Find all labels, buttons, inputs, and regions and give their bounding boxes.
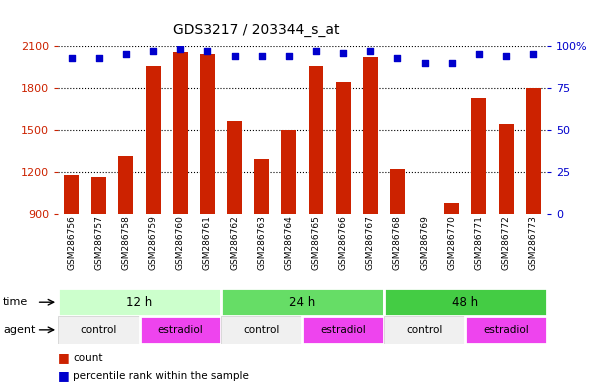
Point xyxy=(311,48,321,54)
Text: ■: ■ xyxy=(58,351,70,364)
Bar xyxy=(499,124,514,214)
Bar xyxy=(64,175,79,214)
Point xyxy=(420,60,430,66)
Point xyxy=(230,53,240,59)
Bar xyxy=(227,121,242,214)
Bar xyxy=(145,66,161,214)
Text: estradiol: estradiol xyxy=(483,325,529,335)
Bar xyxy=(58,288,221,316)
Bar xyxy=(363,57,378,214)
Bar xyxy=(282,130,296,214)
Point xyxy=(67,55,76,61)
Text: 24 h: 24 h xyxy=(290,296,315,309)
Bar xyxy=(221,288,384,316)
Point xyxy=(393,55,403,61)
Point xyxy=(202,48,212,54)
Point xyxy=(529,51,538,58)
Bar xyxy=(302,316,384,344)
Bar xyxy=(472,98,486,214)
Point xyxy=(284,53,294,59)
Point xyxy=(257,53,266,59)
Point xyxy=(501,53,511,59)
Bar xyxy=(417,214,432,218)
Bar xyxy=(309,66,323,214)
Text: ■: ■ xyxy=(58,369,70,382)
Text: control: control xyxy=(244,325,280,335)
Bar xyxy=(466,316,547,344)
Bar xyxy=(390,169,405,214)
Text: estradiol: estradiol xyxy=(320,325,366,335)
Bar xyxy=(444,203,459,214)
Point xyxy=(121,51,131,58)
Bar xyxy=(139,316,221,344)
Text: control: control xyxy=(81,325,117,335)
Text: 12 h: 12 h xyxy=(126,296,153,309)
Point xyxy=(474,51,484,58)
Point xyxy=(94,55,104,61)
Text: agent: agent xyxy=(3,325,35,335)
Point xyxy=(447,60,456,66)
Bar xyxy=(526,88,541,214)
Point xyxy=(148,48,158,54)
Bar xyxy=(119,156,133,214)
Bar xyxy=(335,82,351,214)
Bar xyxy=(384,288,547,316)
Text: estradiol: estradiol xyxy=(158,325,203,335)
Bar xyxy=(254,159,269,214)
Bar xyxy=(91,177,106,214)
Point xyxy=(338,50,348,56)
Text: time: time xyxy=(3,297,28,307)
Text: GDS3217 / 203344_s_at: GDS3217 / 203344_s_at xyxy=(174,23,340,37)
Bar xyxy=(200,55,215,214)
Bar xyxy=(384,316,466,344)
Point xyxy=(365,48,375,54)
Text: control: control xyxy=(406,325,443,335)
Text: 48 h: 48 h xyxy=(452,296,478,309)
Point xyxy=(175,46,185,53)
Bar xyxy=(58,316,139,344)
Bar xyxy=(221,316,302,344)
Text: percentile rank within the sample: percentile rank within the sample xyxy=(73,371,249,381)
Text: count: count xyxy=(73,353,103,363)
Bar xyxy=(173,52,188,214)
